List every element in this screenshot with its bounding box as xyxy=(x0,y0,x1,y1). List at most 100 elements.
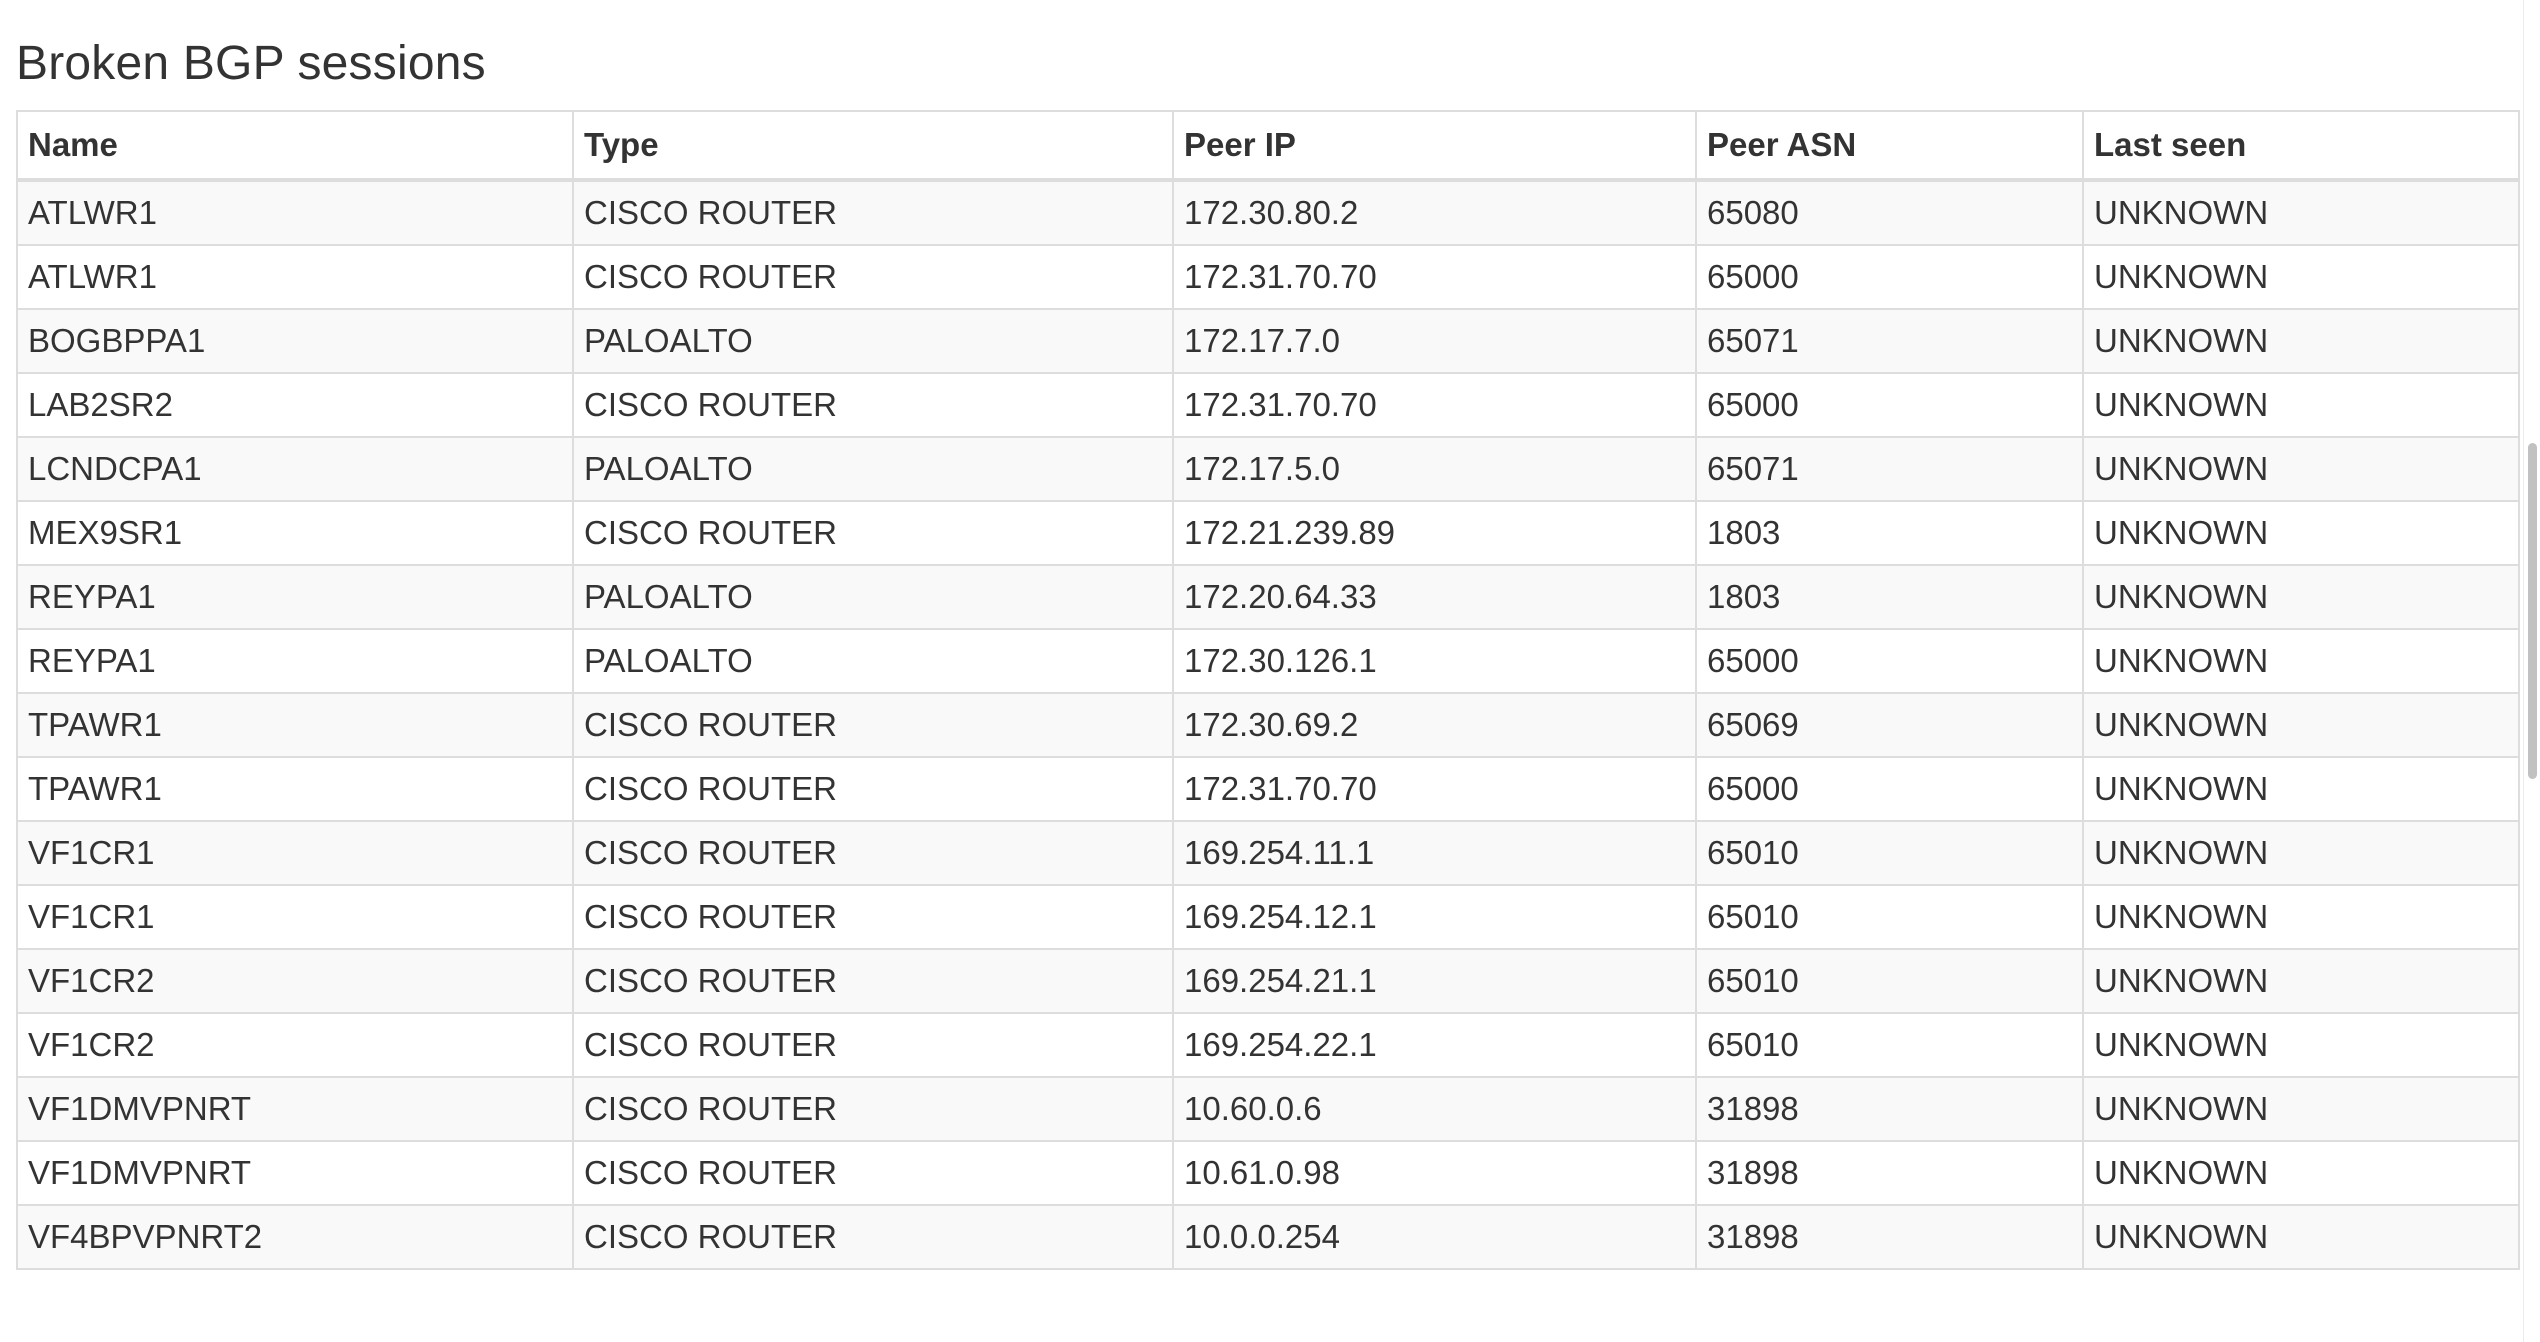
cell-type: CISCO ROUTER xyxy=(572,692,1174,758)
cell-peer-ip: 172.21.239.89 xyxy=(1172,500,1697,566)
cell-last-seen: UNKNOWN xyxy=(2082,1012,2520,1078)
cell-name: VF1CR2 xyxy=(16,948,574,1014)
table-row: LAB2SR2 CISCO ROUTER 172.31.70.70 65000 UNKN… xyxy=(16,372,2520,438)
table-row: VF1DMVPNRT CISCO ROUTER 10.60.0.6 31898 UNKN… xyxy=(16,1076,2520,1142)
cell-name: REYPA1 xyxy=(16,628,574,694)
table-header: Name Type Peer IP Peer ASN Last seen xyxy=(16,110,2520,182)
cell-name: BOGBPPA1 xyxy=(16,308,574,374)
cell-last-seen: UNKNOWN xyxy=(2082,756,2520,822)
table-row: VF1DMVPNRT CISCO ROUTER 10.61.0.98 31898 UNK… xyxy=(16,1140,2520,1206)
cell-last-seen: UNKNOWN xyxy=(2082,948,2520,1014)
cell-name: ATLWR1 xyxy=(16,179,574,246)
cell-peer-ip: 10.61.0.98 xyxy=(1172,1140,1697,1206)
column-header-name: Name xyxy=(16,110,574,182)
cell-last-seen: UNKNOWN xyxy=(2082,564,2520,630)
broken-bgp-sessions-table: Name Type Peer IP Peer ASN Last seen ATL… xyxy=(16,110,2520,1270)
cell-peer-asn: 31898 xyxy=(1695,1140,2084,1206)
cell-type: CISCO ROUTER xyxy=(572,244,1174,310)
scrollbar-thumb[interactable] xyxy=(2528,443,2537,779)
cell-last-seen: UNKNOWN xyxy=(2082,436,2520,502)
cell-peer-ip: 172.30.69.2 xyxy=(1172,692,1697,758)
cell-peer-asn: 65080 xyxy=(1695,179,2084,246)
cell-type: CISCO ROUTER xyxy=(572,500,1174,566)
cell-type: CISCO ROUTER xyxy=(572,756,1174,822)
cell-last-seen: UNKNOWN xyxy=(2082,179,2520,246)
cell-type: CISCO ROUTER xyxy=(572,884,1174,950)
cell-peer-ip: 172.17.7.0 xyxy=(1172,308,1697,374)
cell-type: CISCO ROUTER xyxy=(572,1012,1174,1078)
cell-last-seen: UNKNOWN xyxy=(2082,308,2520,374)
table-row: TPAWR1 CISCO ROUTER 172.30.69.2 65069 UNKNOW… xyxy=(16,692,2520,758)
cell-last-seen: UNKNOWN xyxy=(2082,628,2520,694)
table-row: VF4BPVPNRT2 CISCO ROUTER 10.0.0.254 31898 UN… xyxy=(16,1204,2520,1270)
cell-name: MEX9SR1 xyxy=(16,500,574,566)
table-row: VF1CR2 CISCO ROUTER 169.254.22.1 65010 UNKNO… xyxy=(16,1012,2520,1078)
cell-type: PALOALTO xyxy=(572,436,1174,502)
cell-type: CISCO ROUTER xyxy=(572,1204,1174,1270)
cell-name: VF1CR1 xyxy=(16,820,574,886)
cell-peer-ip: 169.254.11.1 xyxy=(1172,820,1697,886)
cell-type: PALOALTO xyxy=(572,628,1174,694)
column-header-type: Type xyxy=(572,110,1174,182)
cell-type: CISCO ROUTER xyxy=(572,372,1174,438)
cell-name: VF1DMVPNRT xyxy=(16,1076,574,1142)
cell-name: VF4BPVPNRT2 xyxy=(16,1204,574,1270)
cell-peer-asn: 1803 xyxy=(1695,500,2084,566)
cell-type: CISCO ROUTER xyxy=(572,1140,1174,1206)
cell-peer-ip: 172.31.70.70 xyxy=(1172,244,1697,310)
cell-last-seen: UNKNOWN xyxy=(2082,372,2520,438)
cell-peer-asn: 65000 xyxy=(1695,756,2084,822)
section-title: Broken BGP sessions xyxy=(16,37,486,90)
cell-name: LCNDCPA1 xyxy=(16,436,574,502)
table-row: TPAWR1 CISCO ROUTER 172.31.70.70 65000 UNKNO… xyxy=(16,756,2520,822)
table-row: MEX9SR1 CISCO ROUTER 172.21.239.89 1803 UNKN… xyxy=(16,500,2520,566)
cell-peer-ip: 172.20.64.33 xyxy=(1172,564,1697,630)
cell-last-seen: UNKNOWN xyxy=(2082,884,2520,950)
cell-name: VF1CR2 xyxy=(16,1012,574,1078)
table-row: VF1CR2 CISCO ROUTER 169.254.21.1 65010 UNKNO… xyxy=(16,948,2520,1014)
cell-peer-ip: 172.31.70.70 xyxy=(1172,372,1697,438)
table-row: REYPA1 PALOALTO 172.30.126.1 65000 UNKNOWN xyxy=(16,628,2520,694)
cell-peer-ip: 169.254.22.1 xyxy=(1172,1012,1697,1078)
cell-name: VF1CR1 xyxy=(16,884,574,950)
cell-peer-ip: 169.254.12.1 xyxy=(1172,884,1697,950)
cell-name: LAB2SR2 xyxy=(16,372,574,438)
cell-peer-asn: 65000 xyxy=(1695,628,2084,694)
cell-peer-ip: 172.17.5.0 xyxy=(1172,436,1697,502)
table-body: ATLWR1 CISCO ROUTER 172.30.80.2 65080 UNKNOW… xyxy=(16,179,2520,1270)
table-row: LCNDCPA1 PALOALTO 172.17.5.0 65071 UNKNOWN xyxy=(16,436,2520,502)
cell-type: CISCO ROUTER xyxy=(572,1076,1174,1142)
cell-peer-asn: 65069 xyxy=(1695,692,2084,758)
table-row: VF1CR1 CISCO ROUTER 169.254.12.1 65010 UNKNO… xyxy=(16,884,2520,950)
cell-last-seen: UNKNOWN xyxy=(2082,500,2520,566)
cell-peer-ip: 172.30.126.1 xyxy=(1172,628,1697,694)
cell-peer-asn: 65000 xyxy=(1695,244,2084,310)
cell-peer-asn: 65010 xyxy=(1695,948,2084,1014)
cell-type: CISCO ROUTER xyxy=(572,820,1174,886)
table-row: REYPA1 PALOALTO 172.20.64.33 1803 UNKNOWN xyxy=(16,564,2520,630)
cell-name: TPAWR1 xyxy=(16,692,574,758)
cell-peer-asn: 65071 xyxy=(1695,436,2084,502)
cell-type: CISCO ROUTER xyxy=(572,948,1174,1014)
cell-peer-ip: 10.60.0.6 xyxy=(1172,1076,1697,1142)
cell-name: VF1DMVPNRT xyxy=(16,1140,574,1206)
cell-name: REYPA1 xyxy=(16,564,574,630)
vertical-scrollbar[interactable] xyxy=(2523,0,2540,1342)
cell-type: PALOALTO xyxy=(572,564,1174,630)
column-header-peer-ip: Peer IP xyxy=(1172,110,1697,182)
cell-peer-asn: 65071 xyxy=(1695,308,2084,374)
column-header-peer-asn: Peer ASN xyxy=(1695,110,2084,182)
cell-last-seen: UNKNOWN xyxy=(2082,692,2520,758)
cell-peer-asn: 65010 xyxy=(1695,1012,2084,1078)
cell-last-seen: UNKNOWN xyxy=(2082,1076,2520,1142)
table-row: BOGBPPA1 PALOALTO 172.17.7.0 65071 UNKNOWN xyxy=(16,308,2520,374)
column-header-last-seen: Last seen xyxy=(2082,110,2520,182)
cell-peer-asn: 65010 xyxy=(1695,820,2084,886)
cell-peer-asn: 31898 xyxy=(1695,1204,2084,1270)
cell-last-seen: UNKNOWN xyxy=(2082,1204,2520,1270)
cell-peer-ip: 169.254.21.1 xyxy=(1172,948,1697,1014)
cell-peer-ip: 10.0.0.254 xyxy=(1172,1204,1697,1270)
cell-peer-ip: 172.31.70.70 xyxy=(1172,756,1697,822)
cell-peer-asn: 65010 xyxy=(1695,884,2084,950)
cell-type: CISCO ROUTER xyxy=(572,179,1174,246)
